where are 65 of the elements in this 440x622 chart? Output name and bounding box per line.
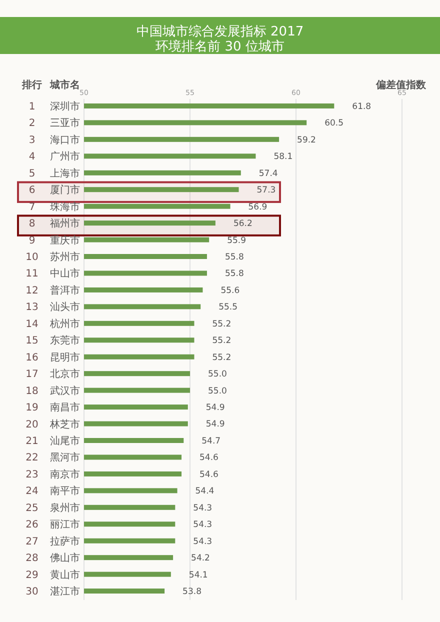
y-tick-label: 17 北京市 xyxy=(26,368,80,380)
y-tick-label: 22 黑河市 xyxy=(26,452,80,464)
data-label: 55.8 xyxy=(224,252,244,262)
y-tick-label: 18 武汉市 xyxy=(26,384,80,397)
data-label: 55.2 xyxy=(212,336,232,346)
data-label: 54.3 xyxy=(193,536,212,547)
y-tick-label: 24 南平市 xyxy=(26,485,80,498)
chart-title: 中国城市综合发展指标 2017 xyxy=(136,24,304,40)
data-label: 54.3 xyxy=(193,520,212,530)
category-label: 1 深圳市 xyxy=(28,101,80,112)
data-label: 54.3 xyxy=(193,503,212,514)
data-label: 54.6 xyxy=(200,470,218,480)
category-label: 2 三亚市 xyxy=(28,118,80,130)
data-label: 55.0 xyxy=(208,370,227,380)
y-tick-label: 15 东莞市 xyxy=(26,334,80,347)
y-tick-label: 16 昆明市 xyxy=(26,351,80,364)
category-label: 5 上海市 xyxy=(28,168,80,180)
y-tick-label: 10 苏州市 xyxy=(26,251,80,264)
data-label: 56.9 xyxy=(248,202,268,212)
y-tick-label: 11 中山市 xyxy=(26,268,80,280)
category-label: 7 珠海市 xyxy=(28,202,80,213)
text: 排行 xyxy=(21,79,42,91)
data-label: 60.5 xyxy=(324,118,344,129)
y-tick-label: 26 丽江市 xyxy=(26,518,80,531)
data-label: 54.4 xyxy=(195,486,214,497)
data-label: 59.2 xyxy=(297,135,316,146)
category-label: 3 海口市 xyxy=(28,134,80,146)
data-label: 55.2 xyxy=(212,352,232,363)
y-tick-label: 23 南京市 xyxy=(26,468,80,480)
y-tick-label: 27 拉萨市 xyxy=(26,535,80,548)
data-label: 57.4 xyxy=(258,168,278,179)
data-label: 57.3 xyxy=(256,186,276,196)
data-label: 55.8 xyxy=(224,269,244,280)
data-label: 56.2 xyxy=(233,219,252,230)
category-label: 9 重庆市 xyxy=(28,235,80,246)
data-label: 54.1 xyxy=(188,570,208,580)
data-label: 54.6 xyxy=(200,453,218,464)
y-tick-label: 29 黄山市 xyxy=(26,568,80,581)
data-label: 55.2 xyxy=(212,319,232,330)
y-tick-label: 13 汕头市 xyxy=(26,301,80,314)
data-label: 54.2 xyxy=(191,554,210,564)
y-tick-label: 21 汕尾市 xyxy=(26,434,80,447)
chart-subtitle: 环境排名前 30 位城市 xyxy=(156,38,284,55)
y-tick-label: 25 泉州市 xyxy=(26,502,80,514)
data-label: 58.1 xyxy=(274,152,293,162)
y-tick-label: 14 杭州市 xyxy=(26,318,80,330)
data-label: 54.9 xyxy=(206,420,225,430)
data-label: 55.0 xyxy=(208,386,227,396)
y-tick-label: 28 佛山市 xyxy=(26,552,80,564)
y-tick-label: 12 普洱市 xyxy=(26,284,80,296)
data-label: 54.7 xyxy=(202,436,221,446)
data-label: 54.9 xyxy=(206,403,225,414)
category-label: 8 福州市 xyxy=(28,218,80,230)
data-label: 55.6 xyxy=(220,286,240,296)
y-tick-label: 30 湛江市 xyxy=(26,586,80,598)
category-label: 6 厦门市 xyxy=(28,185,80,196)
y-axis-title: 城市名 xyxy=(49,79,80,91)
data-label: 53.8 xyxy=(182,587,202,598)
data-label: 61.8 xyxy=(352,102,372,112)
data-label: 55.9 xyxy=(227,236,246,246)
category-label: 4 广州市 xyxy=(28,152,80,163)
x-axis-title: 偏差值指数 xyxy=(375,79,427,91)
data-label: 55.5 xyxy=(218,302,238,313)
y-tick-label: 20 林芝市 xyxy=(26,418,80,430)
y-tick-label: 19 南昌市 xyxy=(26,402,80,414)
